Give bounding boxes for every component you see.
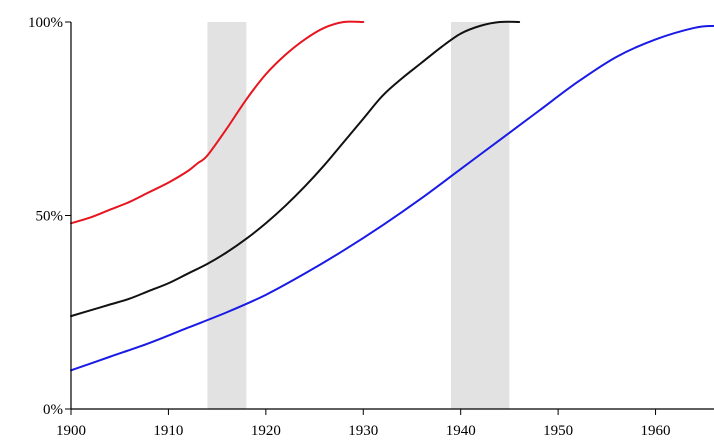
ticks: 1900 1910 1920 1930 1940 1950 1960 0% 50% 100% <box>28 15 671 439</box>
series-line-1 <box>70 20 521 318</box>
series-line-0 <box>70 20 365 225</box>
y-tick-label-100: 100% <box>28 15 63 31</box>
x-tick-label-1940: 1940 <box>446 423 476 439</box>
y-tick-label-50: 50% <box>36 209 64 225</box>
y-tick-label-0: 0% <box>43 402 63 418</box>
x-tick-label-1920: 1920 <box>251 423 281 439</box>
shaded-periods <box>207 22 510 409</box>
x-tick-label-1960: 1960 <box>641 423 671 439</box>
x-tick-label-1950: 1950 <box>543 423 573 439</box>
shaded-period-1 <box>450 22 510 409</box>
x-tick-label-1910: 1910 <box>153 423 183 439</box>
axes <box>70 22 714 410</box>
series-line-2 <box>70 24 714 372</box>
x-tick-label-1930: 1930 <box>348 423 378 439</box>
series-lines <box>70 20 714 372</box>
shaded-period-0 <box>207 22 247 409</box>
x-tick-label-1900: 1900 <box>56 423 86 439</box>
